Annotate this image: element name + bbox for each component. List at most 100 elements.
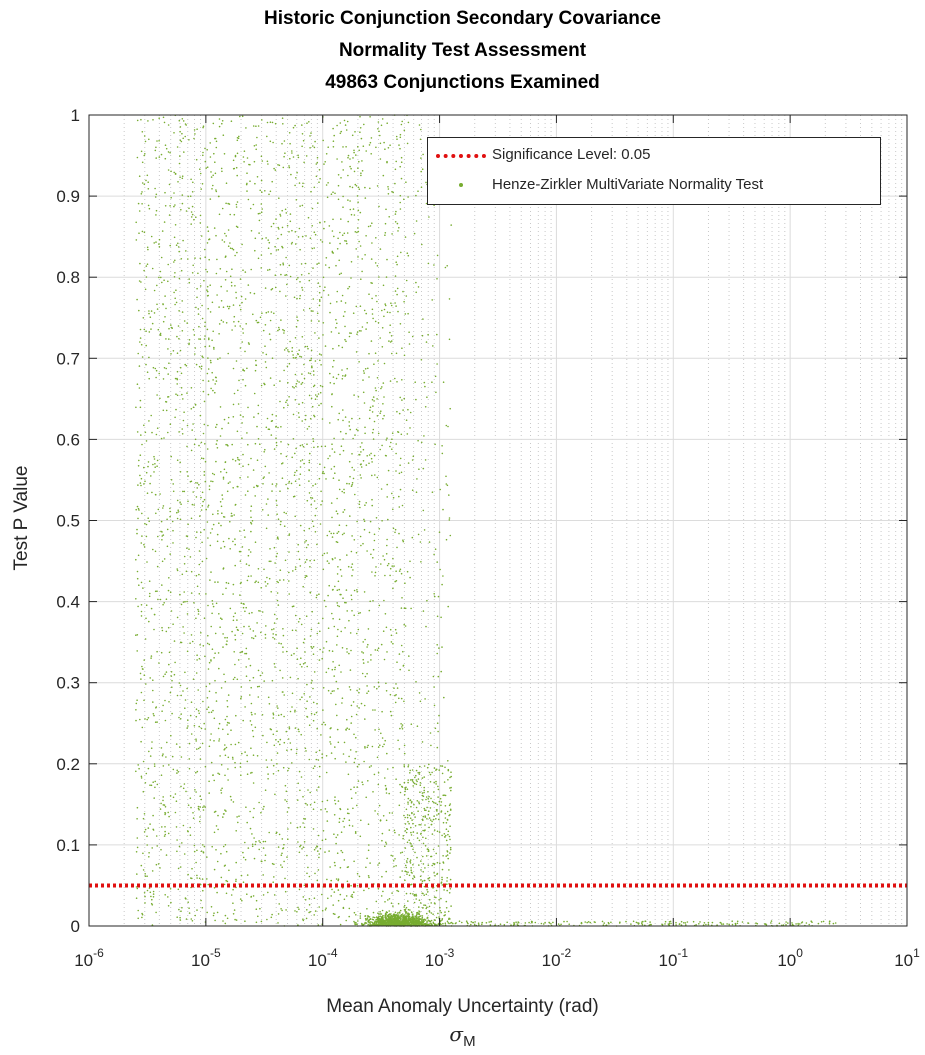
scatter-point [422,855,424,858]
scatter-point [149,677,151,679]
scatter-point [199,338,202,340]
scatter-point [436,722,439,724]
scatter-point [227,416,230,419]
scatter-point [309,559,311,562]
scatter-point [427,791,429,793]
scatter-point [213,912,215,914]
scatter-point [265,625,267,627]
scatter-point [139,718,141,721]
scatter-point [237,485,239,488]
scatter-point [200,899,202,902]
scatter-point [181,573,184,576]
scatter-point [407,764,410,766]
scatter-point [218,125,221,128]
scatter-point [179,155,181,157]
scatter-point [367,780,369,782]
scatter-point [279,490,281,493]
scatter-point [232,367,235,370]
scatter-point [408,814,411,817]
scatter-point [314,140,316,143]
scatter-point [353,170,356,173]
scatter-point [288,593,291,595]
scatter-point [227,202,229,205]
scatter-point [352,437,354,440]
scatter-point [277,846,280,848]
scatter-point [249,720,252,722]
scatter-point [437,813,440,815]
scatter-point [205,557,208,560]
scatter-point [355,185,358,187]
scatter-point [364,197,367,199]
scatter-point [143,543,145,546]
scatter-point [345,340,347,343]
scatter-point [419,765,421,768]
scatter-point [318,337,320,339]
scatter-point [151,904,154,906]
scatter-point [140,193,143,195]
scatter-point [266,135,268,138]
scatter-point [359,245,362,247]
scatter-point [341,369,343,371]
scatter-point [368,293,370,296]
scatter-point [135,221,137,224]
scatter-point [358,330,361,332]
scatter-point [324,345,327,347]
scatter-point [137,917,139,920]
scatter-point [368,844,370,846]
scatter-point [244,706,246,708]
scatter-point [249,551,252,553]
scatter-point [332,912,335,915]
scatter-point [416,837,419,839]
scatter-point [382,382,385,384]
scatter-point [267,514,270,516]
scatter-point [143,269,145,272]
scatter-point [362,370,365,372]
scatter-point [306,345,309,348]
scatter-point [369,187,371,190]
scatter-point [414,917,416,920]
scatter-point [174,259,176,262]
scatter-point [204,480,207,483]
scatter-point [196,296,198,299]
scatter-point [159,397,161,400]
scatter-point [184,363,186,366]
scatter-point [422,918,425,921]
scatter-point [302,139,305,142]
scatter-point [288,533,291,535]
scatter-point [294,568,297,571]
scatter-point [230,120,233,122]
scatter-point [197,689,199,691]
scatter-point [156,394,158,396]
scatter-point [426,599,428,602]
scatter-point [193,850,196,853]
scatter-point [218,667,220,670]
scatter-point [317,393,320,395]
scatter-point [211,612,213,615]
scatter-point [680,920,683,923]
scatter-point [489,924,492,926]
scatter-point [224,844,227,846]
scatter-point [221,618,223,620]
scatter-point [236,226,239,228]
scatter-point [164,719,167,722]
scatter-point [343,509,346,511]
scatter-point [154,149,157,152]
scatter-point [207,393,210,396]
scatter-point [210,361,212,364]
scatter-point [406,816,409,819]
scatter-point [384,148,386,150]
scatter-point [277,714,280,717]
scatter-point [368,462,370,465]
scatter-point [420,359,423,361]
scatter-point [305,917,308,920]
scatter-point [142,790,145,793]
scatter-point [396,222,399,225]
scatter-point [405,419,408,422]
scatter-point [386,258,388,261]
scatter-point [236,456,239,459]
scatter-point [181,428,183,430]
scatter-point [208,338,210,341]
scatter-point [300,733,303,736]
scatter-point [461,921,463,924]
scatter-point [272,773,275,775]
